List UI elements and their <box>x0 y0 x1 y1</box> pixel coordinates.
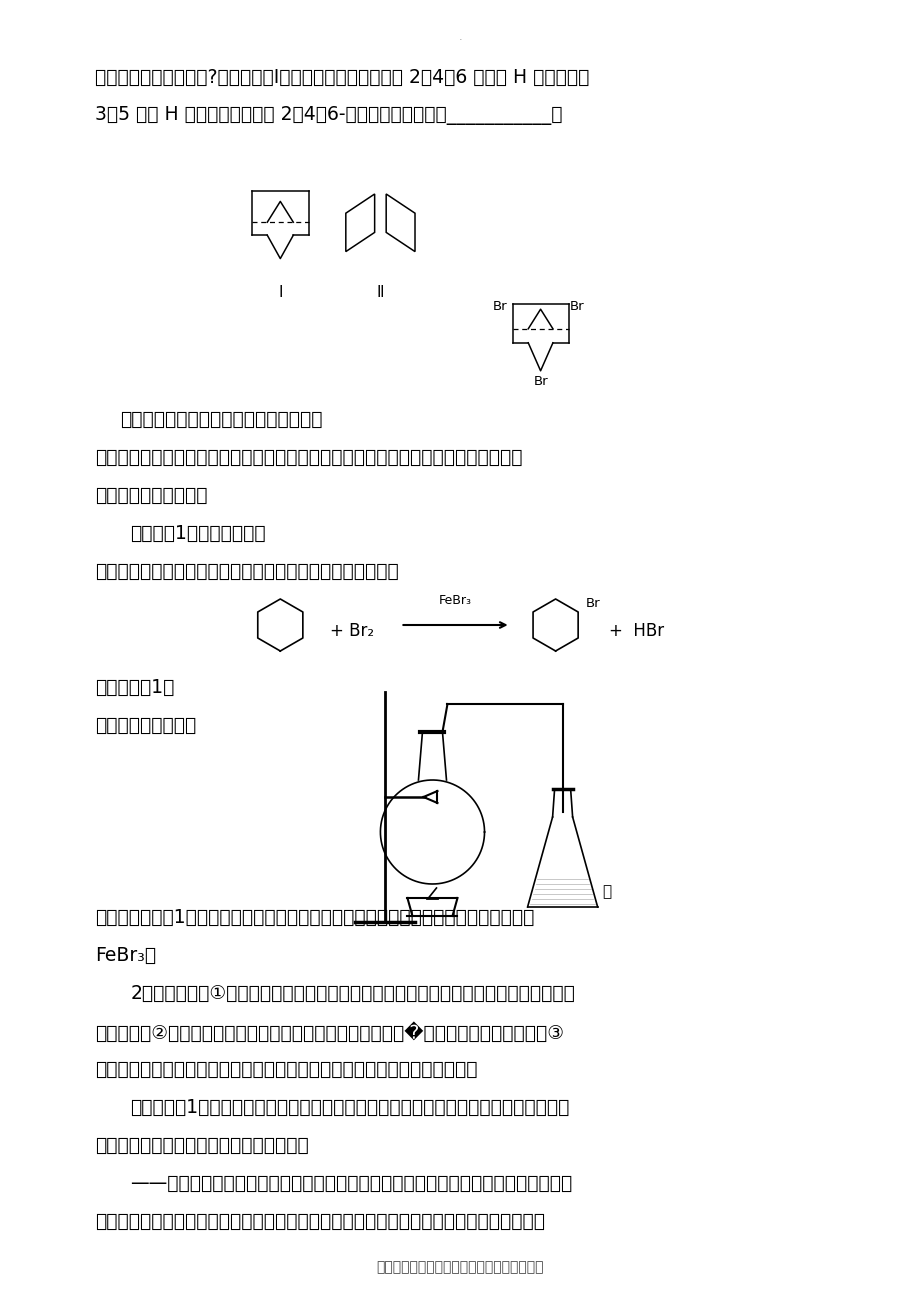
Text: Br: Br <box>569 299 584 312</box>
Text: 3，5 位上 H 的性质一样，那么 2，4，6-三溴苯的构造简式为___________。: 3，5 位上 H 的性质一样，那么 2，4，6-三溴苯的构造简式为_______… <box>95 105 562 125</box>
Text: Br: Br <box>585 598 599 611</box>
Text: ·: · <box>459 35 462 46</box>
Text: ——苯的溴代实验的有机产物往往呈褐色，这是因为未发生反应的溴和反应中的催化剂: ——苯的溴代实验的有机产物往往呈褐色，这是因为未发生反应的溴和反应中的催化剂 <box>130 1174 572 1193</box>
Text: 【投影】实验装置：: 【投影】实验装置： <box>95 716 196 736</box>
Text: 【讲述】苯在一定条件下，可以与溴、浓硝酸发生取代反应。: 【讲述】苯在一定条件下，可以与溴、浓硝酸发生取代反应。 <box>95 562 399 581</box>
Text: +  HBr: + HBr <box>608 622 664 641</box>
Text: 下载后可自行编辑修改，页脚下载后可删除。: 下载后可自行编辑修改，页脚下载后可删除。 <box>377 1260 544 1273</box>
Text: 析这两种构造是否合理?假设以构造Ⅰ为母体，它的一取代物的 2，4，6 位上的 H 性质一样，: 析这两种构造是否合理?假设以构造Ⅰ为母体，它的一取代物的 2，4，6 位上的 H… <box>95 68 589 87</box>
Text: 【板书】1、苯的取代反应: 【板书】1、苯的取代反应 <box>130 523 266 543</box>
Text: Ⅱ: Ⅱ <box>376 285 384 299</box>
Text: FeBr₃: FeBr₃ <box>438 594 471 607</box>
Text: 的实验方案除去褐色，还溴苯以本来面目。: 的实验方案除去褐色，还溴苯以本来面目。 <box>95 1137 309 1155</box>
Text: 发生取代或加成反应。: 发生取代或加成反应。 <box>95 486 208 505</box>
Text: 放热反应。②导管末端有大量的白雾产生，锥形瓶中的硝酸银�液中有淡黄色沉淀产生。③: 放热反应。②导管末端有大量的白雾产生，锥形瓶中的硝酸银�液中有淡黄色沉淀产生。③ <box>95 1022 563 1043</box>
Text: 溴化铁溶解在生成的溴苯中。用水和碱溶液反复洗涤可以使褐色褪去，还溴苯以本来面目。: 溴化铁溶解在生成的溴苯中。用水和碱溶液反复洗涤可以使褐色褪去，还溴苯以本来面目。 <box>95 1212 545 1230</box>
Text: 水: 水 <box>602 884 611 900</box>
Text: 答案：这两种构造不合理。构造简式为：: 答案：这两种构造不合理。构造简式为： <box>120 410 323 428</box>
Text: 【板书】（1）: 【板书】（1） <box>95 678 175 697</box>
Text: Br: Br <box>533 375 548 388</box>
Text: 2、实验现象：①将苯、溴和铁屑混合放入烧瓶中，混合液呈微沸状态，这说明此反应为: 2、实验现象：①将苯、溴和铁屑混合放入烧瓶中，混合液呈微沸状态，这说明此反应为 <box>130 984 574 1003</box>
Text: + Br₂: + Br₂ <box>330 622 374 641</box>
Text: 反应完成后的混合溶液倒入水中后，得到一种比水重，不溶于水的褐色液体。: 反应完成后的混合溶液倒入水中后，得到一种比水重，不溶于水的褐色液体。 <box>95 1060 477 1079</box>
Text: Ⅰ: Ⅰ <box>278 285 282 299</box>
Text: Br: Br <box>492 299 506 312</box>
Text: 【过渡】苯中的碳碳键虽是介于单键和双键之间的一种独特的键。但在一定条件下也可: 【过渡】苯中的碳碳键虽是介于单键和双键之间的一种独特的键。但在一定条件下也可 <box>95 448 522 467</box>
Text: FeBr₃。: FeBr₃。 <box>95 947 156 965</box>
Text: 【讲解】注意：1、实际参加反应器的是铁屑，铁屑立即与液溴反应即生成起催化作用的: 【讲解】注意：1、实际参加反应器的是铁屑，铁屑立即与液溴反应即生成起催化作用的 <box>95 907 534 927</box>
Text: 【思考】（1）纯洁的溴苯应为无色液体，为什么实验中得到的溴苯呈褐色？试设计合理: 【思考】（1）纯洁的溴苯应为无色液体，为什么实验中得到的溴苯呈褐色？试设计合理 <box>130 1098 569 1117</box>
